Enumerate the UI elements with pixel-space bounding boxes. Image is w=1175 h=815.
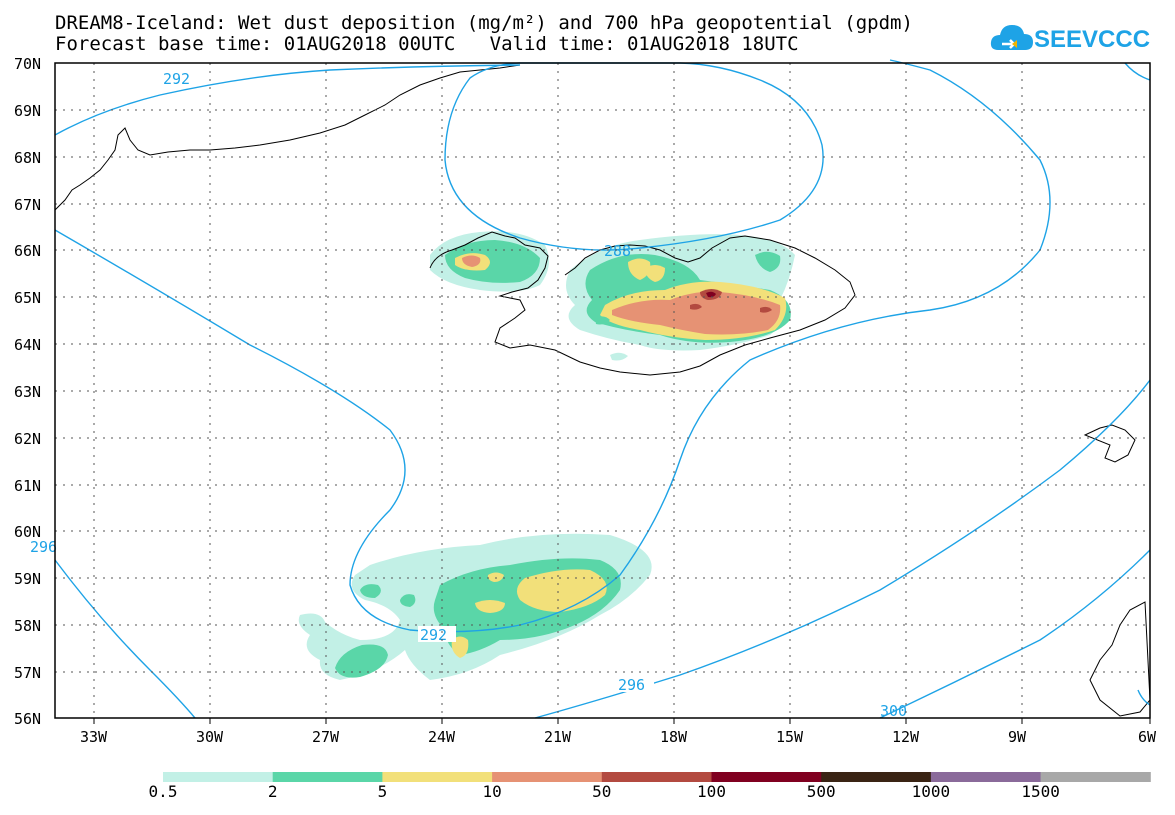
lon-label: 9W [1008, 728, 1027, 746]
colorbar-label: 50 [592, 782, 612, 801]
scotland-coastline [1089, 601, 1151, 717]
lon-label: 21W [544, 728, 572, 746]
lat-label: 69N [14, 102, 41, 120]
lat-label: 60N [14, 523, 41, 541]
lon-label: 30W [196, 728, 224, 746]
latitude-labels: 70N 69N 68N 67N 66N 65N 64N 63N 62N 61N … [14, 55, 41, 728]
coastlines [54, 64, 1151, 717]
dust-region-2d [400, 594, 416, 607]
dust-region-5 [516, 569, 607, 612]
iceland-coastline [429, 231, 856, 376]
lat-label: 59N [14, 570, 41, 588]
dust-region-50c-iceland [760, 306, 772, 313]
lat-label: 65N [14, 289, 41, 307]
map-title-line2: Forecast base time: 01AUG2018 00UTC Vali… [55, 33, 799, 55]
logo-text: SEEVCCC [1034, 26, 1151, 53]
lat-label: 58N [14, 617, 41, 635]
dust-region-5b [475, 600, 505, 613]
lon-label: 33W [80, 728, 108, 746]
contour-288 [444, 62, 824, 251]
colorbar-swatch [601, 772, 712, 782]
colorbar-label: 1500 [1021, 782, 1060, 801]
dust-region-10-iceland [612, 291, 781, 335]
colorbar-swatch [382, 772, 493, 782]
faroes-coastline [1083, 424, 1136, 463]
lat-label: 64N [14, 336, 41, 354]
colorbar-label: 10 [482, 782, 502, 801]
gridlines [55, 63, 1150, 718]
lat-label: 68N [14, 149, 41, 167]
contour-292-ne [1124, 62, 1151, 81]
lon-label: 18W [660, 728, 688, 746]
lon-label: 12W [892, 728, 920, 746]
contour-label-292-north: 292 [163, 70, 190, 88]
colorbar-label: 100 [697, 782, 726, 801]
contour-label-292-south: 292 [420, 626, 447, 644]
lat-label: 70N [14, 55, 41, 73]
contour-label-296: 296 [618, 676, 645, 694]
dust-region-5n-iceland [628, 258, 651, 280]
colorbar-swatch [1040, 772, 1151, 782]
dust-region-10-nw [462, 255, 481, 267]
colorbar-label: 2 [267, 782, 278, 801]
contour-labels: 292 288 292 296 296 300 [30, 70, 907, 720]
dust-region-5d [487, 572, 504, 582]
longitude-labels: 33W 30W 27W 24W 21W 18W 15W 12W 9W 6W [80, 728, 1157, 746]
contour-label-288: 288 [604, 242, 631, 260]
lat-label: 61N [14, 477, 41, 495]
lat-label: 66N [14, 242, 41, 260]
dust-region-2b [335, 644, 388, 678]
contour-292-north [54, 64, 521, 136]
contour-292-main [54, 59, 1051, 633]
map-title-line1: DREAM8-Iceland: Wet dust deposition (mg/… [55, 12, 913, 34]
contour-label-296-west: 296 [30, 538, 57, 556]
colorbar-swatch [492, 772, 603, 782]
lat-label: 57N [14, 664, 41, 682]
dust-region-2-nw-g [445, 240, 540, 283]
dust-region-2c [360, 584, 381, 598]
dust-region-2s2 [595, 316, 610, 325]
dust-region-2s1 [610, 352, 628, 361]
tick-marks [93, 718, 1151, 724]
colorbar-swatch [163, 772, 274, 782]
lat-label: 56N [14, 710, 41, 728]
map-frame [54, 62, 1151, 719]
geopotential-contours [54, 59, 1151, 719]
lat-label: 63N [14, 383, 41, 401]
lat-label: 62N [14, 430, 41, 448]
colorbar-label: 500 [806, 782, 836, 801]
lon-label: 27W [312, 728, 340, 746]
colorbar [163, 772, 1151, 782]
dust-region-50b-iceland [690, 303, 702, 310]
colorbar-swatch [930, 772, 1042, 782]
dust-region-100-iceland [706, 291, 716, 298]
contour-right-edge [1137, 689, 1151, 706]
contour-300 [879, 549, 1151, 719]
colorbar-swatch [821, 772, 932, 782]
colorbar-label: 0.5 [148, 782, 178, 801]
dust-region-5m-iceland [645, 265, 665, 282]
colorbar-swatch [272, 772, 383, 782]
colorbar-swatch [711, 772, 822, 782]
lon-label: 15W [776, 728, 804, 746]
greenland-coastline [54, 64, 521, 211]
dust-deposition-field [298, 231, 795, 680]
colorbar-label: 1000 [911, 782, 951, 801]
seevccc-logo: SEEVCCC [990, 20, 1150, 60]
lon-label: 24W [428, 728, 456, 746]
dust-region-2ne-iceland [755, 251, 781, 272]
lat-label: 67N [14, 196, 41, 214]
colorbar-label: 5 [377, 782, 388, 801]
cloud-logo-icon [990, 25, 1033, 50]
lon-label: 6W [1138, 728, 1157, 746]
contour-label-300: 300 [880, 702, 907, 720]
